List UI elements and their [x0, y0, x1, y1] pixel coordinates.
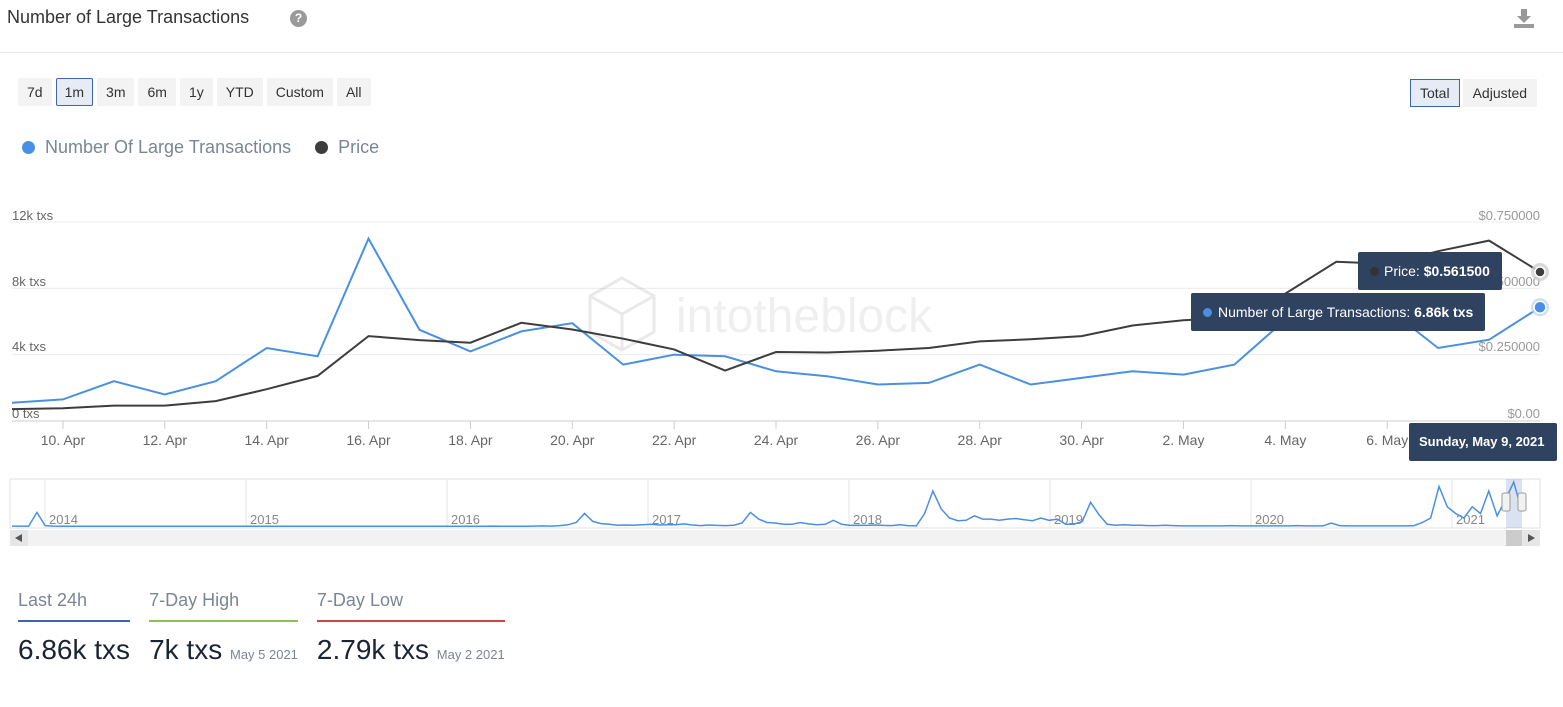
chart-legend: Number Of Large Transactions Price	[22, 137, 403, 158]
tooltip-date-value: Sunday, May 9, 2021	[1419, 434, 1545, 449]
range-button-7d[interactable]: 7d	[18, 78, 52, 106]
x-tick-label: 14. Apr	[244, 432, 289, 448]
stats-panel: Last 24h 6.86k txs 7-Day High 7k txs May…	[18, 590, 524, 666]
tooltip-price-value: $0.561500	[1423, 263, 1490, 279]
x-tick-label: 22. Apr	[652, 432, 697, 448]
stat-value-last-24h: 6.86k txs	[18, 634, 130, 666]
watermark: intotheblock	[588, 276, 933, 352]
navigator-handle-right[interactable]	[1517, 492, 1527, 512]
navigator-year-label: 2015	[250, 512, 279, 527]
stat-value-text: 2.79k txs	[316, 634, 429, 665]
chart-header: Number of Large Transactions ?	[0, 0, 1563, 53]
download-icon[interactable]	[1512, 6, 1536, 30]
stat-value-7day-low: 2.79k txs May 2 2021	[317, 634, 505, 666]
x-tick-label: 10. Apr	[41, 432, 86, 448]
hover-markers	[1531, 263, 1549, 317]
main-chart: intotheblock 12k txs 8k txs 4k txs 0 txs…	[9, 208, 1549, 546]
watermark-logo-icon	[588, 276, 656, 352]
stat-label-last-24h: Last 24h	[18, 590, 131, 622]
tooltip-transactions: Number of Large Transactions: 6.86k txs	[1191, 293, 1486, 331]
tooltip-transactions-value: 6.86k txs	[1414, 304, 1474, 320]
y-tick-right-0: $0.750000	[1479, 208, 1540, 223]
range-button-3m[interactable]: 3m	[97, 78, 135, 106]
range-button-1y[interactable]: 1y	[179, 78, 213, 106]
navigator-handle-left[interactable]	[1501, 492, 1511, 512]
chevron-left-icon	[15, 534, 22, 542]
x-tick-label: 30. Apr	[1059, 432, 1104, 448]
x-tick-label: 6. May	[1366, 432, 1408, 448]
stat-7day-high: 7-Day High 7k txs May 5 2021	[149, 590, 298, 666]
navigator-frame	[9, 478, 1541, 529]
stat-value-text: 7k txs	[149, 634, 223, 665]
navigator-year-label: 2021	[1456, 512, 1485, 527]
x-tick-label: 4. May	[1264, 432, 1306, 448]
tooltip-date: Sunday, May 9, 2021	[1409, 423, 1557, 461]
navigator-series-line	[12, 479, 1523, 528]
range-button-1m[interactable]: 1m	[55, 78, 94, 106]
y-tick-left-2: 4k txs	[12, 339, 46, 354]
tooltip-transactions-dot	[1203, 308, 1212, 317]
legend-dot-price	[315, 141, 329, 154]
legend-item-price[interactable]: Price	[315, 137, 379, 158]
chevron-right-icon	[1528, 534, 1535, 542]
range-button-custom[interactable]: Custom	[266, 78, 333, 106]
x-tick-label: 18. Apr	[448, 432, 493, 448]
page-title: Number of Large Transactions	[7, 7, 250, 27]
stat-date-7day-high: May 5 2021	[229, 647, 298, 662]
y-tick-left-1: 8k txs	[12, 274, 46, 289]
navigator-years: 2014 2015 2016 2017 2018 2019 2020 2021	[44, 479, 1485, 528]
stat-value-7day-high: 7k txs May 5 2021	[149, 634, 298, 666]
mode-selector: Total Adjusted	[1410, 79, 1538, 107]
range-button-all[interactable]: All	[336, 78, 371, 106]
stat-value-text: 6.86k txs	[18, 634, 131, 665]
marker-transactions	[1533, 300, 1547, 314]
y-tick-right-3: $0.00	[1507, 406, 1540, 421]
legend-item-transactions[interactable]: Number Of Large Transactions	[22, 137, 291, 158]
stat-date-7day-low: May 2 2021	[436, 647, 505, 662]
watermark-text: intotheblock	[676, 290, 933, 343]
legend-label-price: Price	[338, 137, 380, 157]
y-axis-right: $0.750000 $0.500000 $0.250000 $0.00	[1479, 208, 1540, 421]
navigator-scrollbar[interactable]	[10, 530, 1540, 546]
marker-price	[1534, 266, 1546, 278]
tooltip-price-label: Price:	[1384, 263, 1420, 279]
stat-label-7day-high: 7-Day High	[149, 590, 298, 622]
y-tick-left-0: 12k txs	[12, 208, 54, 223]
scrollbar-thumb[interactable]	[1506, 530, 1522, 546]
navigator-year-label: 2014	[49, 512, 78, 527]
x-tick-label: 12. Apr	[143, 432, 188, 448]
mode-button-total[interactable]: Total	[1410, 79, 1460, 107]
x-tick-label: 20. Apr	[550, 432, 595, 448]
navigator-year-label: 2018	[853, 512, 882, 527]
legend-label-transactions: Number Of Large Transactions	[45, 137, 292, 157]
x-tick-label: 2. May	[1162, 432, 1204, 448]
navigator-year-label: 2020	[1255, 512, 1284, 527]
range-selector: 7d 1m 3m 6m 1y YTD Custom All	[18, 78, 371, 106]
tooltip-transactions-label: Number of Large Transactions:	[1218, 304, 1411, 320]
x-tick-label: 28. Apr	[958, 432, 1003, 448]
x-tick-label: 24. Apr	[754, 432, 799, 448]
stat-label-7day-low: 7-Day Low	[316, 590, 505, 622]
help-icon[interactable]: ?	[290, 10, 307, 27]
tooltip-price-dot	[1370, 267, 1379, 276]
y-axis-left: 12k txs 8k txs 4k txs 0 txs	[12, 208, 54, 421]
legend-dot-transactions	[22, 141, 35, 154]
x-tick-label: 26. Apr	[856, 432, 901, 448]
x-axis: 10. Apr 12. Apr 14. Apr 16. Apr 18. Apr 20. A…	[41, 421, 1408, 448]
range-navigator: 2014 2015 2016 2017 2018 2019 2020 2021	[9, 478, 1541, 546]
range-button-ytd[interactable]: YTD	[216, 78, 263, 106]
tooltip-price: Price: $0.561500	[1358, 252, 1502, 290]
x-tick-label: 16. Apr	[346, 432, 391, 448]
navigator-year-label: 2017	[652, 512, 681, 527]
stat-last-24h: Last 24h 6.86k txs	[18, 590, 131, 666]
y-tick-right-2: $0.250000	[1479, 339, 1540, 354]
navigator-selection[interactable]	[1506, 479, 1522, 528]
stat-7day-low: 7-Day Low 2.79k txs May 2 2021	[316, 590, 505, 666]
mode-button-adjusted[interactable]: Adjusted	[1462, 79, 1538, 107]
range-button-6m[interactable]: 6m	[138, 78, 176, 106]
navigator-year-label: 2016	[451, 512, 480, 527]
